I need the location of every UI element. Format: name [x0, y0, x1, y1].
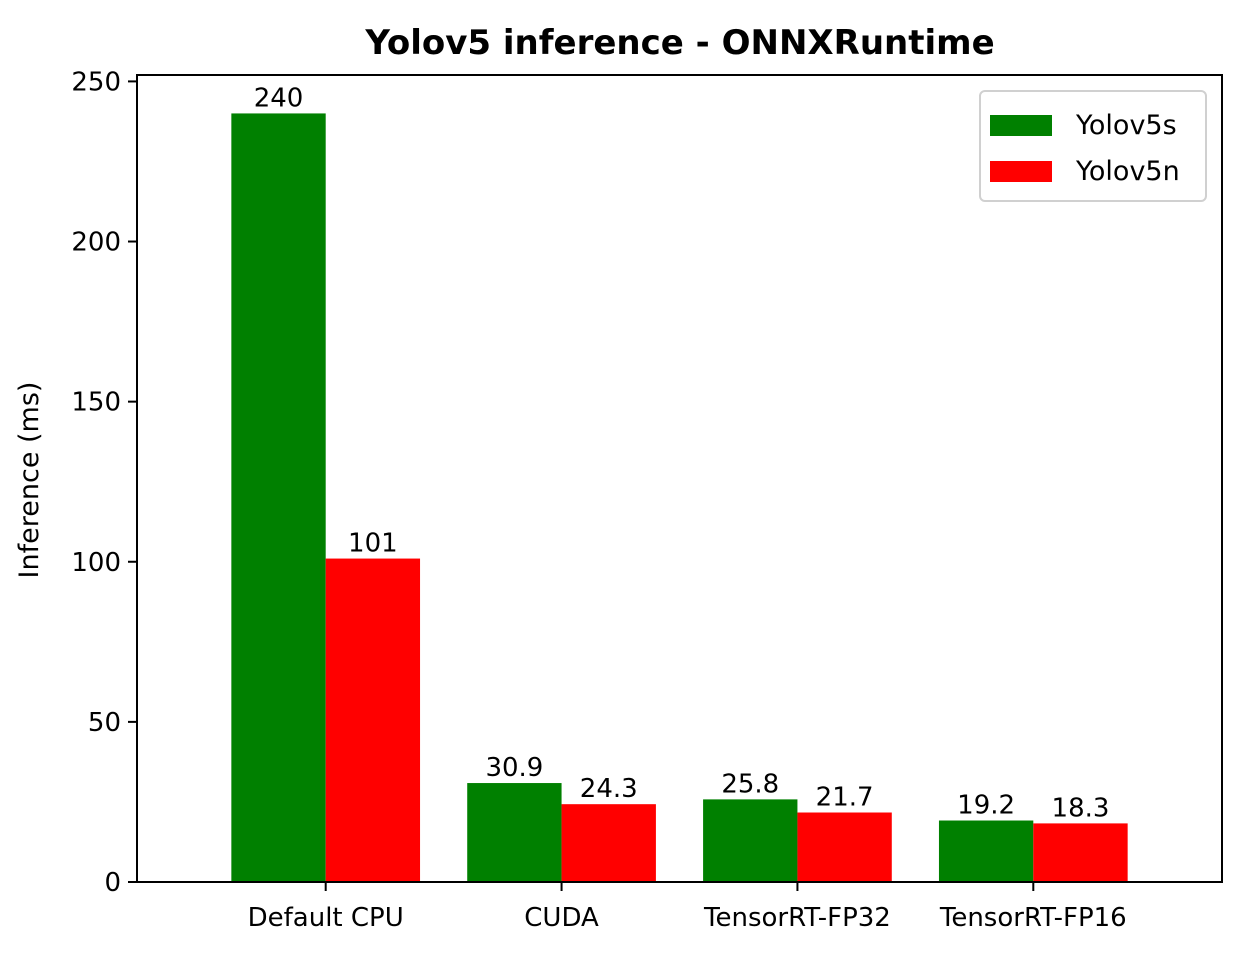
x-tick-label: CUDA	[524, 903, 599, 933]
y-tick-label: 50	[88, 708, 121, 738]
y-axis: 0 50 100 150 200 250	[71, 67, 137, 898]
chart-title: Yolov5 inference - ONNXRuntime	[364, 23, 994, 63]
bar-yolov5s	[467, 783, 562, 882]
x-tick-label: TensorRT-FP32	[703, 903, 891, 933]
y-axis-label: Inference (ms)	[14, 382, 45, 579]
bar-yolov5n	[1033, 823, 1128, 882]
data-label: 30.9	[485, 753, 543, 783]
legend-swatch-yolov5s	[990, 115, 1052, 136]
bar-yolov5n	[325, 558, 421, 882]
data-label: 21.7	[816, 783, 874, 813]
legend-label-yolov5n: Yolov5n	[1075, 156, 1180, 187]
data-label: 19.2	[957, 791, 1015, 821]
bar-yolov5s	[703, 799, 798, 882]
x-tick-label: TensorRT-FP16	[939, 903, 1127, 933]
legend-label-yolov5s: Yolov5s	[1075, 110, 1177, 141]
y-tick-label: 0	[104, 868, 121, 898]
data-labels-layer: 240 101 30.9 24.3 25.8 21.7 19.2 18.3	[254, 83, 1110, 823]
x-tick-label: Default CPU	[248, 903, 404, 933]
x-axis: Default CPU CUDA TensorRT-FP32 TensorRT-FP1…	[248, 882, 1127, 933]
data-label: 18.3	[1052, 793, 1110, 823]
plot-area-frame	[136, 74, 1223, 883]
legend: Yolov5s Yolov5n	[979, 90, 1207, 202]
bar-yolov5n	[561, 804, 656, 882]
data-label: 24.3	[580, 774, 638, 804]
legend-swatch-yolov5n	[990, 161, 1052, 182]
bars-layer	[231, 113, 1128, 882]
data-label: 101	[348, 529, 398, 559]
y-tick-label: 200	[71, 228, 121, 258]
data-label: 240	[254, 83, 304, 113]
data-label: 25.8	[721, 769, 779, 799]
bar-yolov5n	[797, 812, 892, 882]
bar-yolov5s	[938, 820, 1034, 882]
y-tick-label: 100	[71, 548, 121, 578]
y-tick-label: 250	[71, 67, 121, 97]
bar-yolov5s	[231, 113, 326, 882]
y-tick-label: 150	[71, 388, 121, 418]
